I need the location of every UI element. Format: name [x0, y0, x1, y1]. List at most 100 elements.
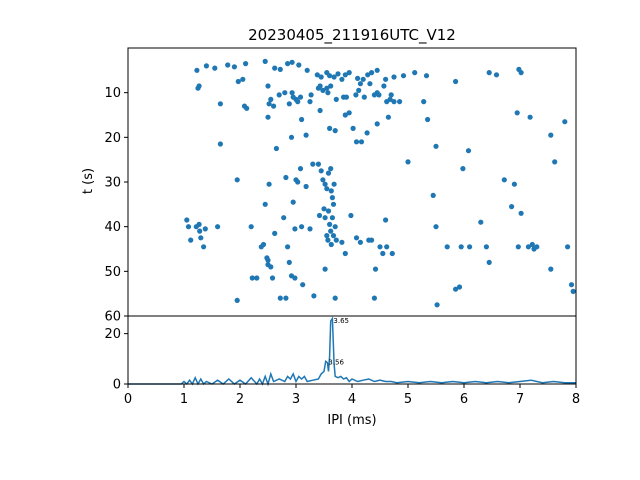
scatter-point — [317, 107, 323, 114]
scatter-point — [361, 94, 367, 100]
scatter-point — [372, 266, 379, 272]
scatter-y-tick-label: 30 — [104, 176, 121, 191]
scatter-point — [292, 226, 298, 232]
scatter-point — [324, 233, 330, 239]
scatter-point — [529, 241, 535, 248]
scatter-point — [342, 72, 348, 78]
scatter-point — [244, 105, 250, 111]
scatter-point — [217, 141, 223, 147]
scatter-point — [325, 208, 332, 214]
scatter-point — [303, 132, 309, 138]
scatter-point — [273, 145, 279, 152]
scatter-point — [282, 90, 288, 96]
scatter-point — [328, 83, 334, 89]
scatter-point — [225, 62, 231, 68]
histogram-annotations: 3.65 3.56 — [328, 317, 349, 367]
scatter-point — [188, 237, 194, 243]
scatter-point — [184, 217, 190, 223]
scatter-point — [328, 188, 334, 194]
scatter-point — [197, 228, 203, 234]
scatter-point — [325, 90, 331, 96]
scatter-point — [265, 257, 271, 263]
scatter-point — [364, 130, 370, 136]
scatter-point — [552, 159, 558, 165]
scatter-point — [385, 114, 391, 120]
scatter-point — [315, 161, 321, 167]
scatter-point — [380, 250, 386, 257]
scatter-point — [299, 224, 305, 230]
scatter-point — [212, 65, 218, 71]
scatter-point — [201, 244, 207, 250]
scatter-point — [348, 212, 354, 219]
scatter-point — [231, 64, 237, 70]
scatter-point — [300, 282, 306, 288]
scatter-point — [369, 237, 375, 243]
scatter-point — [262, 201, 268, 207]
scatter-point — [458, 244, 464, 250]
scatter-point — [391, 74, 397, 80]
scatter-point — [434, 302, 440, 308]
scatter-point — [331, 74, 337, 80]
histogram-x-tick-label: 7 — [516, 392, 524, 407]
scatter-point — [304, 67, 310, 73]
scatter-point — [297, 94, 304, 100]
scatter-point — [215, 224, 221, 230]
scatter-point — [266, 101, 272, 107]
histogram-x-tick-label: 2 — [236, 392, 244, 407]
scatter-point — [202, 226, 208, 232]
scatter-point — [277, 295, 283, 301]
scatter-y-tick-label: 60 — [104, 310, 121, 325]
scatter-point — [421, 99, 427, 105]
histogram-x-tick-label: 4 — [348, 392, 356, 407]
scatter-point — [353, 235, 360, 241]
histogram-x-ticks: 0 1 2 3 4 5 6 7 8 — [124, 384, 580, 407]
histogram-x-tick-label: 0 — [124, 392, 132, 407]
scatter-point — [353, 139, 360, 145]
scatter-point — [456, 284, 463, 290]
scatter-point — [483, 244, 489, 250]
scatter-point — [248, 224, 254, 230]
scatter-point — [360, 76, 366, 82]
scatter-point — [332, 295, 338, 301]
scatter-point — [268, 96, 274, 102]
scatter-point — [412, 70, 418, 76]
scatter-y-tick-label: 20 — [104, 131, 121, 146]
scatter-point — [290, 199, 296, 205]
scatter-point — [243, 61, 249, 67]
scatter-point — [376, 92, 382, 98]
scatter-point — [433, 224, 439, 230]
scatter-point — [357, 81, 363, 87]
scatter-point — [314, 72, 320, 78]
histogram-x-tick-label: 6 — [460, 392, 468, 407]
scatter-point — [260, 241, 267, 248]
scatter-point — [266, 181, 272, 187]
scatter-point — [203, 63, 209, 69]
scatter-point — [327, 221, 333, 227]
scatter-point — [308, 92, 314, 98]
scatter-y-tick-label: 40 — [104, 220, 121, 235]
scatter-point — [332, 224, 338, 230]
scatter-point — [272, 230, 278, 236]
scatter-point — [444, 244, 450, 250]
scatter-point — [320, 87, 326, 93]
scatter-point — [433, 143, 439, 149]
scatter-point — [198, 235, 204, 241]
scatter-point — [493, 72, 500, 78]
scatter-point — [389, 250, 395, 257]
scatter-point — [527, 114, 533, 120]
scatter-point — [383, 76, 389, 82]
scatter-point — [350, 125, 356, 131]
scatter-point — [194, 67, 200, 73]
scatter-point — [196, 83, 202, 89]
scatter-point — [515, 244, 521, 250]
histogram-y-tick-label: 20 — [104, 327, 121, 342]
histogram-x-tick-label: 8 — [572, 392, 580, 407]
scatter-point — [374, 121, 380, 127]
scatter-point — [234, 297, 240, 303]
histogram-x-tick-label: 1 — [180, 392, 188, 407]
scatter-point — [249, 275, 255, 281]
scatter-point — [486, 259, 492, 265]
scatter-point — [288, 134, 295, 140]
scatter-point — [285, 244, 291, 250]
